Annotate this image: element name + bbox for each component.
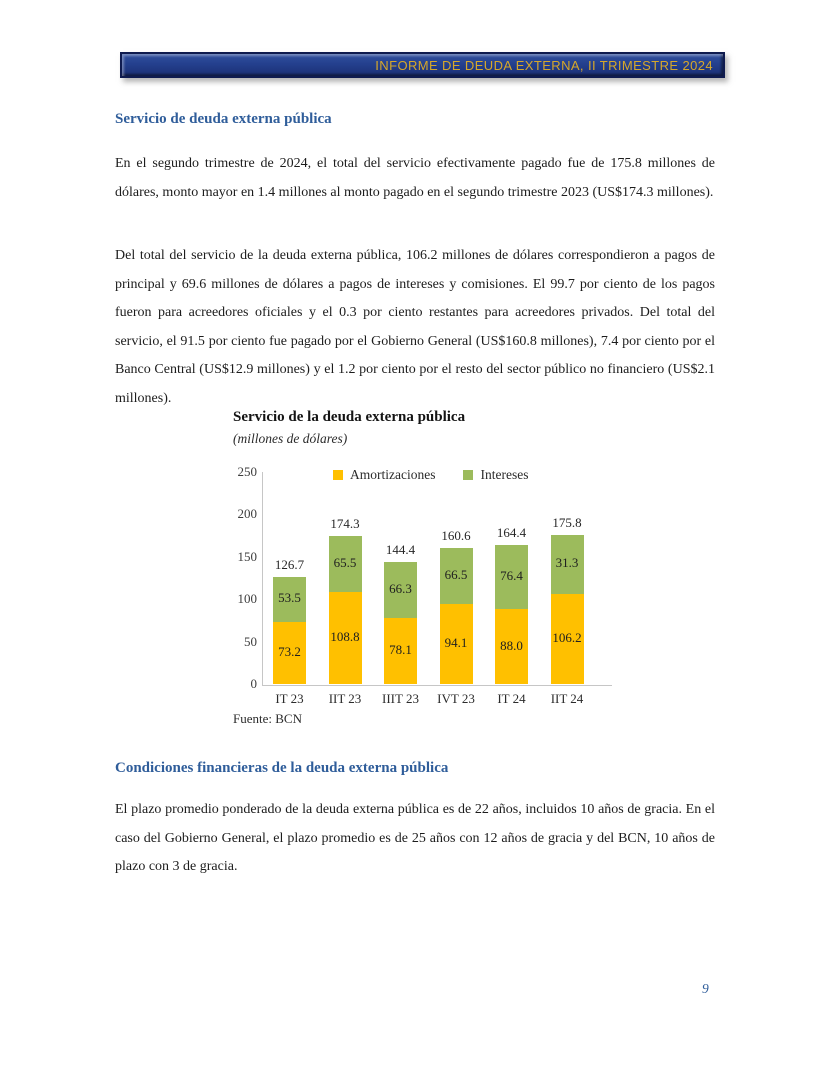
bar-total-label: 174.3: [330, 516, 360, 532]
bar-segment-intereses: [384, 561, 417, 618]
chart-title: Servicio de la deuda externa pública: [233, 409, 466, 425]
bar-total-label: 160.6: [441, 527, 471, 543]
x-category-label: IT 23: [275, 691, 304, 706]
bar-segment-intereses: [273, 576, 306, 622]
y-tick-label: 0: [250, 676, 258, 691]
segment-value-label-intereses: 31.3: [555, 555, 579, 571]
legend-swatch: [333, 470, 343, 480]
paragraph-condiciones-1: El plazo promedio ponderado de la deuda …: [115, 802, 715, 874]
y-axis-line: [262, 472, 263, 685]
bar-segment-intereses: [495, 544, 528, 610]
segment-value-label-intereses: 53.5: [278, 590, 301, 606]
bar-total-label: 126.7: [274, 556, 305, 572]
bar-total-label: 144.4: [385, 541, 416, 557]
chart-subtitle: (millones de dólares): [233, 431, 348, 446]
paragraph-servicio-1: En el segundo trimestre de 2024, el tota…: [115, 156, 715, 200]
paragraph-servicio-2: Del total del servicio de la deuda exter…: [115, 248, 715, 406]
bar-segment-amortizaciones: [550, 593, 584, 684]
legend-item: Intereses: [463, 467, 528, 483]
x-category-label: IIT 23: [328, 691, 362, 706]
section-heading-condiciones: Condiciones financieras de la deuda exte…: [115, 760, 449, 776]
bar-total-label: 164.4: [496, 524, 527, 540]
bar-segment-amortizaciones: [439, 604, 473, 684]
legend-label: Intereses: [480, 467, 529, 482]
x-category-label: IT 24: [497, 691, 526, 706]
x-category-label: IVT 23: [437, 691, 475, 706]
segment-value-label-intereses: 66.5: [444, 567, 468, 582]
chart-plot: Amortizaciones Intereses 0 50 100 150 200 250 1…: [233, 460, 623, 710]
segment-value-label-amortizaciones: 106.2: [552, 630, 582, 645]
bar-segment-amortizaciones: [328, 591, 362, 684]
x-category-label: IIT 24: [550, 691, 584, 706]
y-tick-label: 200: [237, 506, 258, 522]
y-tick-label: 50: [244, 633, 257, 649]
x-category-label: IIIT 23: [382, 691, 419, 706]
section-heading-servicio: Servicio de deuda externa pública: [115, 111, 332, 127]
segment-value-label-amortizaciones: 73.2: [278, 644, 301, 659]
bar-segment-intereses: [328, 536, 362, 592]
report-header-title: INFORME DE DEUDA EXTERNA, II TRIMESTRE 2…: [375, 57, 713, 73]
bar-segment-amortizaciones: [273, 621, 306, 684]
chart-source: Fuente: BCN: [233, 711, 302, 726]
x-axis-line: [262, 685, 612, 686]
segment-value-label-amortizaciones: 78.1: [389, 641, 412, 657]
legend-swatch: [463, 470, 474, 480]
segment-value-label-amortizaciones: 108.8: [330, 628, 360, 644]
bar-segment-amortizaciones: [384, 617, 417, 684]
chart-legend: Amortizaciones Intereses: [333, 467, 528, 483]
bar-segment-intereses: [550, 534, 584, 594]
segment-value-label-amortizaciones: 94.1: [444, 635, 468, 651]
bar-segment-intereses: [439, 547, 473, 605]
y-tick-label: 150: [237, 548, 258, 564]
page-number: 9: [702, 981, 709, 996]
bar-segment-amortizaciones: [495, 609, 528, 684]
y-tick-label: 100: [237, 591, 258, 607]
legend-item: Amortizaciones: [333, 467, 435, 483]
legend-label: Amortizaciones: [350, 467, 436, 482]
segment-value-label-intereses: 76.4: [500, 568, 523, 583]
segment-value-label-intereses: 65.5: [333, 555, 357, 570]
report-header-bar: INFORME DE DEUDA EXTERNA, II TRIMESTRE 2…: [120, 52, 725, 78]
segment-value-label-amortizaciones: 88.0: [500, 637, 523, 653]
segment-value-label-intereses: 66.3: [389, 580, 412, 596]
y-tick-label: 250: [237, 464, 258, 479]
bar-total-label: 175.8: [552, 514, 582, 530]
